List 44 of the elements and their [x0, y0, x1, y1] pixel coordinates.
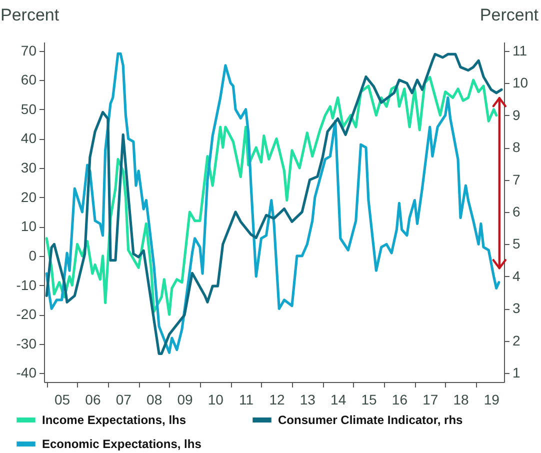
line-series: [45, 76, 498, 316]
x-tick-label: 12: [269, 392, 286, 408]
x-tick-label: 15: [361, 392, 377, 408]
x-tick-label: 07: [116, 392, 132, 408]
x-tick-label: 16: [392, 392, 408, 408]
legend-label: Income Expectations, lhs: [42, 413, 186, 427]
y2-tick-label: 10: [512, 74, 528, 91]
y-tick-label: 40: [20, 130, 37, 146]
x-tick-label: 13: [300, 392, 316, 408]
y2-tick-label: 2: [512, 332, 520, 348]
y2-tick-label: 8: [512, 139, 520, 156]
y2-tick-label: 1: [512, 364, 520, 380]
y-tick-label: -40: [16, 364, 37, 381]
x-tick-label: 19: [484, 392, 500, 408]
y2-tick-label: 4: [512, 268, 520, 284]
y-axis-title: Percent: [0, 6, 60, 24]
y-tick-label: 10: [20, 218, 37, 234]
x-tick-label: 09: [177, 392, 193, 408]
x-tick-label: 14: [330, 392, 346, 408]
y2-axis-title: Percent: [480, 6, 539, 24]
y-tick-label: -30: [16, 335, 37, 352]
y-tick-label: 60: [20, 72, 37, 88]
legend-label: Economic Expectations, lhs: [42, 437, 202, 451]
y2-tick-label: 5: [512, 236, 520, 252]
y-tick-label: -10: [16, 276, 37, 293]
x-tick-label: 05: [54, 392, 70, 408]
x-tick-label: 18: [453, 392, 469, 408]
y2-tick-label: 7: [512, 171, 520, 188]
y2-tick-label: 6: [512, 204, 520, 220]
y-tick-label: 50: [20, 100, 37, 117]
y2-tick-label: 9: [512, 106, 520, 123]
x-tick-label: 08: [146, 392, 162, 408]
y2-tick-label: 3: [512, 300, 520, 316]
y2-tick-label: 11: [512, 42, 528, 59]
x-tick-label: 10: [208, 392, 224, 408]
x-tick-label: 06: [85, 392, 101, 408]
x-tick-label: 11: [239, 392, 254, 408]
y-tick-label: 70: [20, 42, 37, 58]
legend-label: Consumer Climate Indicator, rhs: [278, 413, 464, 427]
x-tick-label: 17: [422, 392, 438, 408]
y-tick-label: -20: [16, 306, 37, 322]
y-tick-label: 30: [20, 160, 37, 176]
y-tick-label: 20: [20, 188, 37, 205]
y-tick-label: 0: [28, 247, 37, 264]
